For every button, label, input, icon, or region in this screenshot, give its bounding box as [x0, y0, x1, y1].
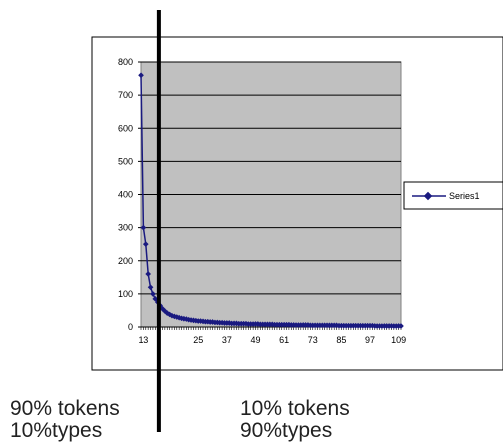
data-point [142, 241, 149, 247]
caption-right: 10% tokens 90%types [240, 398, 350, 442]
x-tick-label: 109 [391, 335, 406, 345]
x-tick-label: 3 [143, 335, 148, 345]
y-tick-label: 0 [128, 322, 133, 332]
caption-left-line2: 10%types [10, 419, 103, 442]
y-tick-label: 400 [118, 190, 133, 200]
y-tick-label: 800 [118, 57, 133, 67]
caption-right-line2: 90%types [240, 419, 333, 442]
y-tick-label: 700 [118, 90, 133, 100]
x-tick-label: 37 [222, 335, 232, 345]
x-tick-label: 61 [279, 335, 289, 345]
y-tick-label: 500 [118, 156, 133, 166]
x-tick-label: 73 [308, 335, 318, 345]
x-tick-label: 85 [336, 335, 346, 345]
x-tick-label: 49 [250, 335, 260, 345]
data-point [150, 291, 156, 297]
x-tick-label: 25 [193, 335, 203, 345]
legend-marker-icon [423, 191, 433, 201]
caption-right-line1: 10% tokens [240, 397, 350, 420]
x-tick-label: 1 [138, 335, 143, 345]
legend: Series1 [403, 181, 503, 210]
data-point [138, 72, 144, 79]
data-point [140, 224, 147, 231]
data-point [152, 296, 159, 302]
data-point [147, 284, 154, 291]
legend-label: Series1 [449, 191, 480, 201]
series-points [138, 72, 404, 329]
data-point [145, 271, 151, 277]
y-tick-label: 100 [118, 289, 133, 299]
y-tick-label: 600 [118, 123, 133, 133]
x-tick-label: 97 [365, 335, 375, 345]
y-tick-label: 300 [118, 223, 133, 233]
caption-left-line1: 90% tokens [10, 397, 120, 420]
data-point [398, 323, 404, 329]
caption-left: 90% tokens 10%types [10, 398, 120, 442]
y-tick-label: 200 [118, 256, 133, 266]
y-axis-ticks: 800 700 600 500 400 300 200 100 0 [118, 57, 141, 332]
